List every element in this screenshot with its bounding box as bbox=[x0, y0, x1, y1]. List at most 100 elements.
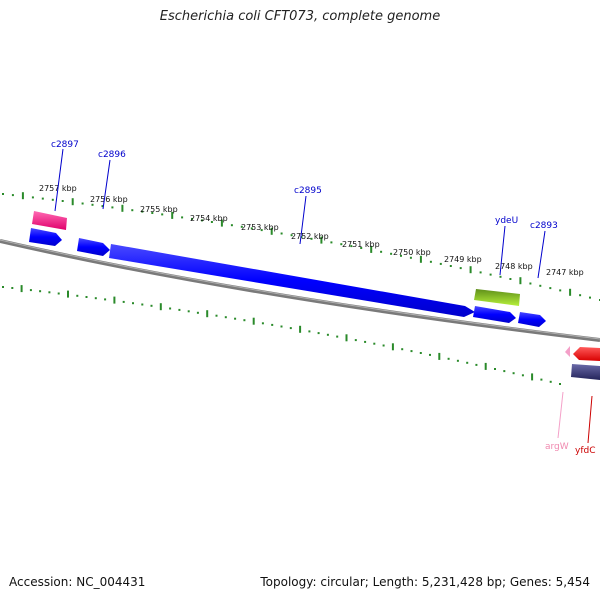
gene-label-c2895[interactable]: c2895 bbox=[294, 186, 322, 196]
major-tick bbox=[438, 352, 441, 360]
topology-text: Topology: circular; Length: 5,231,428 bp… bbox=[260, 575, 590, 589]
gene-label-c2897[interactable]: c2897 bbox=[51, 140, 79, 150]
minor-tick bbox=[151, 212, 154, 214]
minor-tick bbox=[11, 287, 14, 289]
minor-tick bbox=[2, 193, 4, 195]
major-tick bbox=[391, 343, 394, 351]
major-tick bbox=[121, 204, 124, 212]
minor-tick bbox=[280, 325, 283, 328]
feature-c2893[interactable] bbox=[518, 312, 546, 327]
feature-cds[interactable] bbox=[29, 228, 62, 246]
minor-tick bbox=[178, 308, 181, 311]
minor-tick bbox=[187, 310, 190, 313]
minor-tick bbox=[29, 289, 32, 292]
minor-tick bbox=[494, 368, 496, 370]
kbp-label: 2748 kbp bbox=[495, 262, 533, 271]
minor-tick bbox=[57, 292, 60, 295]
minor-tick bbox=[439, 262, 442, 265]
minor-tick bbox=[141, 303, 144, 306]
gene-labels: c2897 c2896 c2895 ydeU c2893 argW yfdC bbox=[51, 140, 596, 456]
gene-label-yfdC[interactable]: yfdC bbox=[575, 446, 596, 456]
minor-tick bbox=[475, 363, 478, 366]
feature-yfdC[interactable] bbox=[573, 347, 600, 361]
minor-tick bbox=[280, 232, 283, 235]
minor-tick bbox=[589, 296, 591, 299]
major-tick bbox=[469, 266, 472, 274]
major-tick bbox=[71, 198, 74, 206]
kbp-label: 2754 kbp bbox=[190, 214, 228, 223]
major-tick bbox=[113, 296, 116, 304]
gene-label-c2896[interactable]: c2896 bbox=[98, 150, 126, 160]
minor-tick bbox=[85, 296, 88, 298]
feature-ydeU[interactable] bbox=[474, 289, 520, 306]
minor-tick bbox=[459, 267, 462, 270]
major-tick bbox=[171, 211, 174, 219]
minor-tick bbox=[429, 260, 432, 263]
major-tick bbox=[519, 277, 522, 285]
minor-tick bbox=[91, 203, 94, 206]
minor-tick bbox=[11, 194, 14, 197]
leader-line bbox=[587, 395, 593, 444]
feature-argW[interactable] bbox=[565, 346, 570, 357]
major-tick bbox=[320, 236, 323, 244]
genome-backbone bbox=[0, 239, 600, 342]
minor-tick bbox=[390, 252, 393, 255]
minor-tick bbox=[290, 234, 293, 237]
feature-c2895[interactable] bbox=[109, 244, 475, 317]
gene-label-c2893[interactable]: c2893 bbox=[530, 221, 558, 231]
feature-c2897[interactable] bbox=[32, 211, 67, 230]
minor-tick bbox=[243, 319, 246, 322]
kbp-label: 2750 kbp bbox=[393, 248, 431, 257]
minor-tick bbox=[132, 302, 134, 305]
minor-tick bbox=[131, 209, 134, 212]
kbp-label: 2749 kbp bbox=[444, 255, 482, 264]
minor-tick bbox=[336, 335, 339, 338]
gene-label-argW[interactable]: argW bbox=[545, 442, 569, 452]
feature-cds[interactable] bbox=[77, 238, 110, 256]
minor-tick bbox=[210, 221, 213, 223]
minor-tick bbox=[429, 353, 431, 356]
minor-tick bbox=[271, 323, 274, 326]
major-tick bbox=[345, 334, 348, 342]
minor-tick bbox=[201, 219, 203, 222]
kbp-label: 2755 kbp bbox=[140, 205, 178, 214]
minor-tick bbox=[104, 298, 107, 301]
minor-tick bbox=[230, 224, 233, 227]
major-tick bbox=[531, 373, 534, 381]
minor-tick bbox=[549, 287, 552, 290]
kbp-label: 2753 kbp bbox=[241, 223, 279, 232]
minor-tick bbox=[181, 216, 184, 219]
kbp-label: 2747 kbp bbox=[546, 268, 584, 277]
leader-line bbox=[299, 195, 307, 245]
kbp-label: 2751 kbp bbox=[342, 240, 380, 249]
minor-tick bbox=[310, 237, 313, 240]
minor-tick bbox=[326, 333, 329, 336]
minor-tick bbox=[196, 311, 199, 314]
major-tick bbox=[419, 255, 422, 263]
feature-cds[interactable] bbox=[473, 306, 516, 323]
kbp-label: 2752 kbp bbox=[291, 232, 329, 241]
minor-tick bbox=[224, 316, 227, 319]
genome-backbone-highlight bbox=[0, 239, 600, 340]
leader-line bbox=[537, 230, 546, 279]
minor-tick bbox=[300, 236, 303, 238]
minor-tick bbox=[250, 227, 253, 230]
accession-text: Accession: NC_004431 bbox=[9, 575, 146, 589]
inner-tick-ring bbox=[2, 285, 561, 385]
minor-tick bbox=[380, 250, 383, 253]
minor-tick bbox=[401, 348, 404, 351]
minor-tick bbox=[499, 275, 502, 278]
minor-tick bbox=[191, 217, 193, 220]
gene-label-ydeU[interactable]: ydeU bbox=[495, 216, 518, 226]
minor-tick bbox=[215, 314, 218, 317]
feature-navy[interactable] bbox=[571, 364, 600, 380]
minor-tick bbox=[489, 273, 492, 276]
minor-tick bbox=[360, 247, 363, 249]
minor-tick bbox=[122, 300, 125, 303]
major-tick bbox=[20, 285, 23, 293]
minor-tick bbox=[101, 205, 104, 208]
leader-line bbox=[499, 225, 506, 276]
minor-tick bbox=[111, 206, 114, 209]
major-tick bbox=[21, 192, 24, 200]
leader-line bbox=[54, 148, 64, 212]
